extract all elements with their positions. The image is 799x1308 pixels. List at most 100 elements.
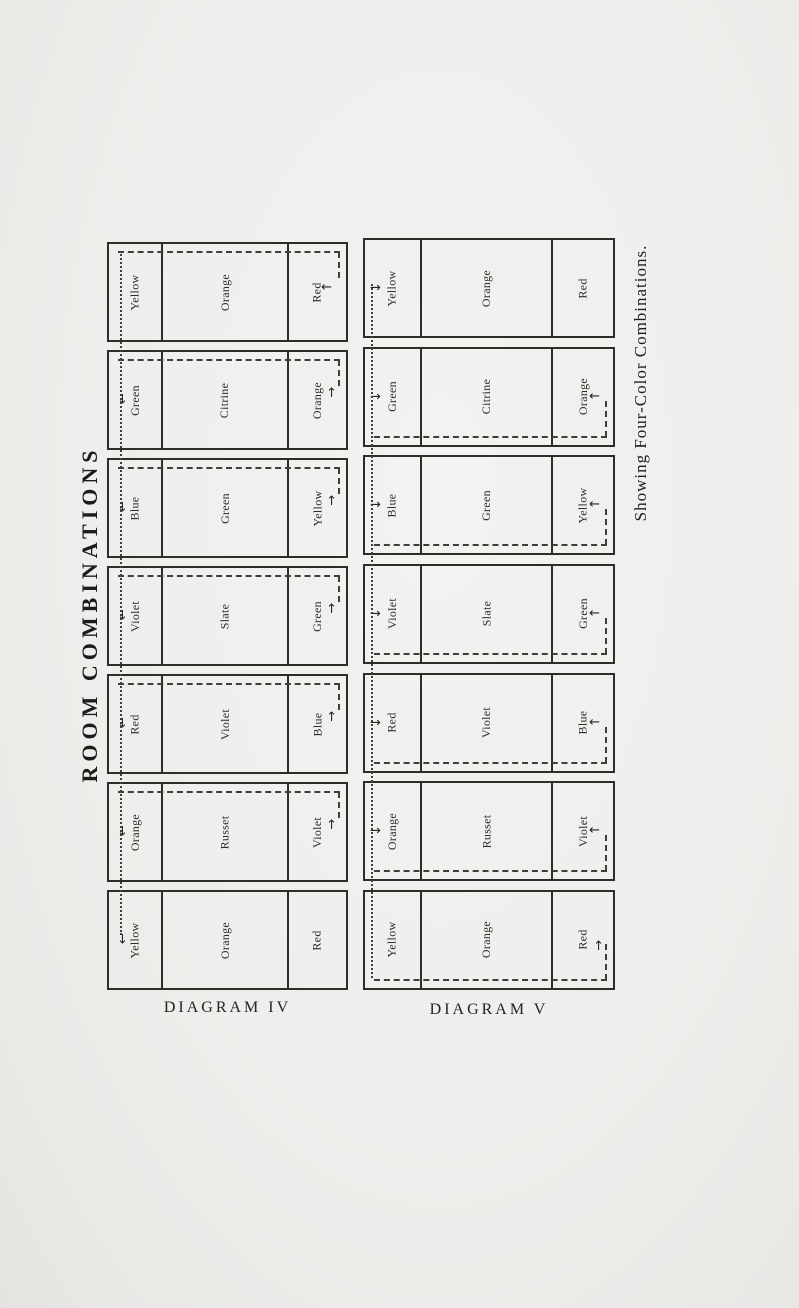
- diagram-iv-strips: Yellow Orange Red ← Green Citrine Orange ↑ ↓ Blue…: [107, 242, 348, 990]
- arrow-up-icon: ↑: [326, 494, 337, 509]
- room-cell-middle: Citrine: [419, 348, 554, 445]
- diagram-v-caption: DIAGRAM V: [429, 1001, 549, 1018]
- color-label: Slate: [217, 603, 232, 629]
- color-label: Green: [384, 381, 399, 413]
- room-strip: Blue Green Yellow ↑ ↓: [107, 458, 348, 558]
- diagram-iv-caption: DIAGRAM IV: [163, 999, 292, 1016]
- color-label: Red: [575, 277, 590, 299]
- color-label: Russet: [217, 815, 232, 849]
- diagram-v: Yellow Orange Red → Green Citrine Orange ← → Blue…: [363, 238, 615, 990]
- arrow-left-icon: ←: [589, 823, 600, 839]
- color-label: Blue: [127, 496, 142, 520]
- room-cell-middle: Russet: [161, 784, 290, 880]
- color-label: Slate: [479, 601, 493, 627]
- color-label: Orange: [310, 381, 325, 419]
- arrow-down-icon: ↓: [117, 932, 128, 948]
- route-dashed-line: [118, 575, 340, 577]
- room-strip: Yellow Orange Red ↑: [363, 889, 615, 990]
- color-label: Orange: [217, 921, 232, 959]
- diagram-iv: Yellow Orange Red ← Green Citrine Orange ↑ ↓ Blue…: [107, 242, 348, 990]
- connector-dotted-line: [120, 251, 122, 935]
- route-dashed-line: [118, 359, 340, 361]
- color-label: Red: [127, 713, 142, 735]
- color-label: Green: [478, 489, 493, 521]
- arrow-left-icon: ←: [321, 280, 332, 295]
- room-cell-middle: Slate: [161, 568, 290, 664]
- room-strip: Red Violet Blue ← →: [363, 672, 615, 773]
- room-cell-middle: Orange: [161, 892, 290, 988]
- room-strip: Orange Russet Violet ← →: [363, 781, 615, 882]
- route-dashed-line: [118, 251, 340, 253]
- room-strip: Orange Russet Violet ↑ ↓: [107, 782, 348, 882]
- arrow-down-icon: ↓: [117, 608, 128, 624]
- room-cell-middle: Russet: [419, 783, 554, 880]
- route-dashed-line: [374, 761, 607, 764]
- color-label: Russet: [479, 814, 493, 849]
- route-dashed-connector: [338, 468, 340, 494]
- room-strip: Yellow Orange Red ←: [107, 242, 348, 342]
- route-dashed-connector: [338, 576, 340, 602]
- arrow-right-icon: →: [370, 389, 381, 405]
- color-label: Yellow: [384, 921, 399, 958]
- arrow-up-icon: ↑: [326, 710, 337, 725]
- route-dashed-line: [374, 870, 607, 873]
- arrow-up-icon: ↑: [326, 602, 337, 617]
- color-label: Yellow: [127, 922, 142, 958]
- arrow-down-icon: ↓: [117, 500, 128, 516]
- arrow-right-icon: →: [370, 497, 381, 513]
- room-strip: Yellow Orange Red ↓: [107, 890, 348, 990]
- room-strip: Green Citrine Orange ↑ ↓: [107, 350, 348, 450]
- arrow-left-icon: ←: [589, 497, 600, 513]
- color-label: Citrine: [217, 382, 232, 418]
- arrow-right-icon: →: [370, 715, 381, 731]
- arrow-up-icon: ↑: [593, 938, 604, 954]
- route-dashed-connector: [605, 509, 607, 546]
- arrow-down-icon: ↓: [117, 716, 128, 732]
- connector-dotted-line: [371, 284, 373, 978]
- color-label: Violet: [478, 707, 493, 739]
- color-label: Violet: [310, 816, 325, 848]
- route-dashed-connector: [605, 617, 607, 654]
- room-strip: Blue Green Yellow ← →: [363, 455, 615, 556]
- route-dashed-line: [118, 467, 340, 469]
- arrow-right-icon: →: [370, 280, 381, 296]
- route-dashed-line: [118, 791, 340, 793]
- arrow-down-icon: ↓: [117, 824, 128, 840]
- color-label: Red: [575, 929, 590, 951]
- route-dashed-connector: [338, 792, 340, 818]
- route-dashed-line: [374, 652, 607, 655]
- route-dashed-connector: [338, 360, 340, 386]
- color-label: Orange: [479, 921, 493, 959]
- color-label: Yellow: [384, 270, 399, 306]
- color-label: Orange: [127, 813, 142, 851]
- arrow-down-icon: ↓: [117, 392, 128, 408]
- color-label: Violet: [127, 600, 142, 632]
- arrow-left-icon: ←: [589, 388, 600, 404]
- route-dashed-connector: [605, 835, 607, 872]
- route-dashed-line: [374, 435, 607, 438]
- color-label: Green: [310, 600, 325, 632]
- room-cell-left: Yellow: [365, 892, 420, 988]
- side-caption: Showing Four-Color Combinations.: [631, 244, 650, 522]
- color-label: Yellow: [127, 274, 142, 310]
- color-label: Blue: [310, 712, 325, 736]
- room-cell-middle: Orange: [419, 240, 554, 336]
- route-dashed-connector: [605, 726, 607, 763]
- arrow-right-icon: →: [370, 606, 381, 622]
- color-label: Blue: [384, 493, 399, 518]
- room-cell-middle: Citrine: [161, 352, 290, 448]
- route-dashed-connector: [338, 252, 340, 278]
- room-cell-right: Red: [553, 240, 613, 336]
- color-label: Orange: [217, 273, 232, 311]
- color-label: Green: [217, 492, 232, 524]
- color-label: Orange: [384, 812, 399, 850]
- room-strip: Red Violet Blue ↑ ↓: [107, 674, 348, 774]
- arrow-right-icon: →: [370, 823, 381, 839]
- route-dashed-line: [374, 978, 607, 981]
- color-label: Yellow: [310, 490, 325, 526]
- room-cell-middle: Violet: [419, 674, 554, 771]
- room-cell-middle: Green: [161, 460, 290, 556]
- page-title: ROOM COMBINATIONS: [77, 445, 102, 783]
- room-strip: Violet Slate Green ← →: [363, 563, 615, 664]
- route-dashed-line: [118, 683, 340, 685]
